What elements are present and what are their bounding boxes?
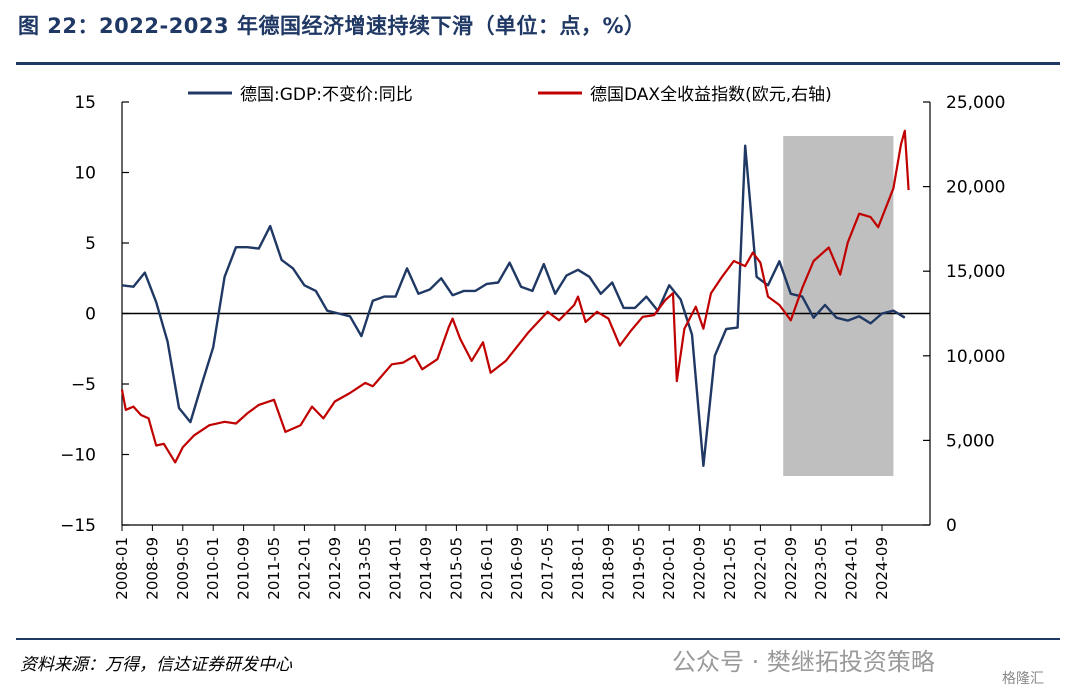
x-axis-tick-label: 2014-01 xyxy=(387,537,405,600)
figure-title: 图 22：2022-2023 年德国经济增速持续下滑（单位：点，%） xyxy=(18,14,646,38)
series-line-dax xyxy=(120,129,910,464)
legend-label-gdp: 德国:GDP:不变价:同比 xyxy=(240,85,413,105)
x-axis-tick-label: 2012-09 xyxy=(326,537,344,600)
series-line-gdp xyxy=(121,144,906,467)
footer-divider xyxy=(16,638,1060,640)
title-divider xyxy=(16,62,1060,65)
x-axis-tick-label: 2019-05 xyxy=(630,537,648,600)
x-axis-tick-label: 2008-09 xyxy=(143,537,161,600)
x-axis-tick-label: 2010-09 xyxy=(235,537,253,600)
x-axis-tick-label: 2014-09 xyxy=(417,537,435,600)
left-axis-tick-label: −10 xyxy=(60,446,96,466)
plot-area xyxy=(120,129,910,467)
left-axis-tick-label: 5 xyxy=(85,234,96,254)
left-axis-tick-label: −5 xyxy=(71,375,96,395)
x-axis-tick-label: 2015-05 xyxy=(447,537,465,600)
shaded-period xyxy=(783,136,894,476)
chart: 15 10 5 0 −5 −10 −15 25,000 20,000 15,000 10,000 5,… xyxy=(60,85,1005,600)
x-axis-tick-label: 2009-05 xyxy=(174,537,192,600)
site-logo: 格隆汇 xyxy=(1002,671,1044,687)
left-axis-tick-label: 0 xyxy=(85,305,96,325)
x-axis-tick-label: 2022-09 xyxy=(782,537,800,600)
chart-axes: 15 10 5 0 −5 −10 −15 25,000 20,000 15,000 10,000 5,… xyxy=(60,93,1005,600)
right-axis-tick-label: 5,000 xyxy=(946,431,995,451)
x-axis-tick-label: 2021-05 xyxy=(721,537,739,600)
left-axis-tick-label: −15 xyxy=(60,516,96,536)
legend: 德国:GDP:不变价:同比 德国DAX全收益指数(欧元,右轴) xyxy=(188,85,832,105)
x-axis-tick-label: 2023-05 xyxy=(812,537,830,600)
x-axis-tick-label: 2017-05 xyxy=(539,537,557,600)
x-axis-tick-label: 2016-01 xyxy=(478,537,496,600)
x-axis-tick-label: 2024-09 xyxy=(873,537,891,600)
right-axis-tick-label: 20,000 xyxy=(946,178,1005,198)
x-axis-tick-label: 2020-01 xyxy=(660,537,678,600)
source-note: 资料来源：万得，信达证券研发中心 xyxy=(20,655,292,675)
right-axis-tick-label: 0 xyxy=(946,516,957,536)
right-axis-tick-label: 15,000 xyxy=(946,262,1005,282)
x-axis-tick-label: 2008-01 xyxy=(113,537,131,600)
legend-label-dax: 德国DAX全收益指数(欧元,右轴) xyxy=(590,85,832,105)
x-axis-tick-label: 2020-09 xyxy=(691,537,709,600)
watermark: 公众号 · 樊继拓投资策略 xyxy=(672,648,935,676)
x-axis-tick-label: 2022-01 xyxy=(751,537,769,600)
x-axis-tick-label: 2018-01 xyxy=(569,537,587,600)
right-axis-tick-label: 10,000 xyxy=(946,347,1005,367)
x-axis-tick-label: 2018-09 xyxy=(599,537,617,600)
x-axis-tick-label: 2011-05 xyxy=(265,537,283,600)
x-axis-tick-label: 2010-01 xyxy=(204,537,222,600)
left-axis-tick-label: 10 xyxy=(74,164,96,184)
x-axis-tick-label: 2012-01 xyxy=(295,537,313,600)
left-axis-tick-label: 15 xyxy=(74,93,96,113)
x-axis-tick-label: 2024-01 xyxy=(843,537,861,600)
right-axis-tick-label: 25,000 xyxy=(946,93,1005,113)
x-axis-tick-label: 2013-05 xyxy=(356,537,374,600)
x-axis-tick-label: 2016-09 xyxy=(508,537,526,600)
